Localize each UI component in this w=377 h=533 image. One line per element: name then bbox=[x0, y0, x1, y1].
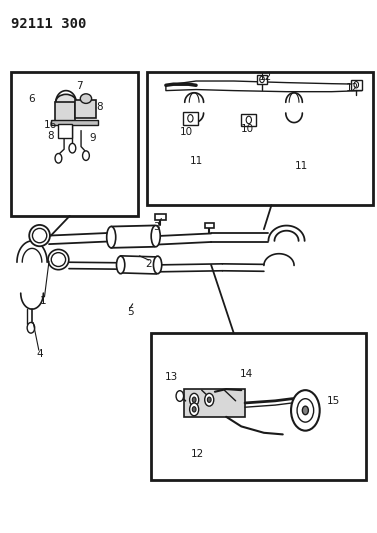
Text: 5: 5 bbox=[127, 307, 133, 317]
Circle shape bbox=[190, 393, 199, 406]
Circle shape bbox=[260, 76, 264, 83]
Circle shape bbox=[190, 403, 199, 416]
Bar bbox=[55, 102, 75, 123]
Circle shape bbox=[192, 407, 196, 412]
Bar bbox=[241, 114, 256, 126]
Circle shape bbox=[69, 143, 76, 153]
Text: 3: 3 bbox=[153, 222, 160, 231]
Bar bbox=[257, 75, 267, 84]
Ellipse shape bbox=[116, 256, 125, 274]
Text: 4: 4 bbox=[36, 350, 43, 359]
Bar bbox=[183, 112, 198, 125]
Text: 6: 6 bbox=[29, 94, 35, 103]
Text: 15: 15 bbox=[327, 396, 340, 406]
Text: 8: 8 bbox=[48, 131, 54, 141]
Text: 12: 12 bbox=[259, 72, 273, 82]
Text: 8: 8 bbox=[97, 102, 103, 111]
Text: 7: 7 bbox=[76, 82, 83, 91]
Ellipse shape bbox=[80, 94, 92, 103]
Ellipse shape bbox=[29, 225, 50, 246]
Ellipse shape bbox=[107, 227, 116, 248]
Circle shape bbox=[83, 151, 89, 160]
Text: 2: 2 bbox=[146, 259, 152, 269]
Circle shape bbox=[55, 154, 62, 163]
Bar bbox=[351, 80, 362, 90]
Text: 16: 16 bbox=[44, 120, 58, 130]
Ellipse shape bbox=[56, 94, 76, 110]
Circle shape bbox=[246, 116, 251, 124]
Text: 11: 11 bbox=[295, 161, 308, 171]
Bar bbox=[147, 72, 373, 205]
Circle shape bbox=[302, 406, 308, 415]
Text: 10: 10 bbox=[241, 124, 253, 134]
Circle shape bbox=[297, 399, 314, 422]
Circle shape bbox=[176, 391, 184, 401]
Bar bbox=[151, 333, 366, 480]
Bar bbox=[184, 389, 245, 417]
Ellipse shape bbox=[151, 225, 160, 247]
Circle shape bbox=[188, 115, 193, 122]
Bar bbox=[58, 124, 72, 138]
Text: 92111 300: 92111 300 bbox=[11, 17, 87, 31]
Ellipse shape bbox=[32, 228, 47, 243]
Text: 12: 12 bbox=[346, 83, 359, 93]
Text: 1: 1 bbox=[40, 296, 47, 306]
Text: 10: 10 bbox=[180, 127, 193, 136]
Ellipse shape bbox=[51, 253, 66, 266]
Text: 14: 14 bbox=[240, 369, 254, 379]
Ellipse shape bbox=[48, 249, 69, 270]
Text: 12: 12 bbox=[191, 449, 205, 459]
Bar bbox=[155, 214, 166, 220]
Circle shape bbox=[354, 82, 359, 88]
Circle shape bbox=[291, 390, 320, 431]
Ellipse shape bbox=[153, 256, 162, 274]
Circle shape bbox=[205, 393, 214, 406]
Circle shape bbox=[27, 322, 35, 333]
Circle shape bbox=[207, 397, 211, 402]
Bar bbox=[11, 72, 138, 216]
Text: 9: 9 bbox=[89, 133, 96, 142]
Bar bbox=[51, 120, 98, 125]
Text: 11: 11 bbox=[189, 156, 203, 166]
Text: 13: 13 bbox=[165, 372, 178, 382]
Bar bbox=[75, 100, 96, 118]
Bar bbox=[205, 223, 214, 228]
Circle shape bbox=[192, 397, 196, 402]
